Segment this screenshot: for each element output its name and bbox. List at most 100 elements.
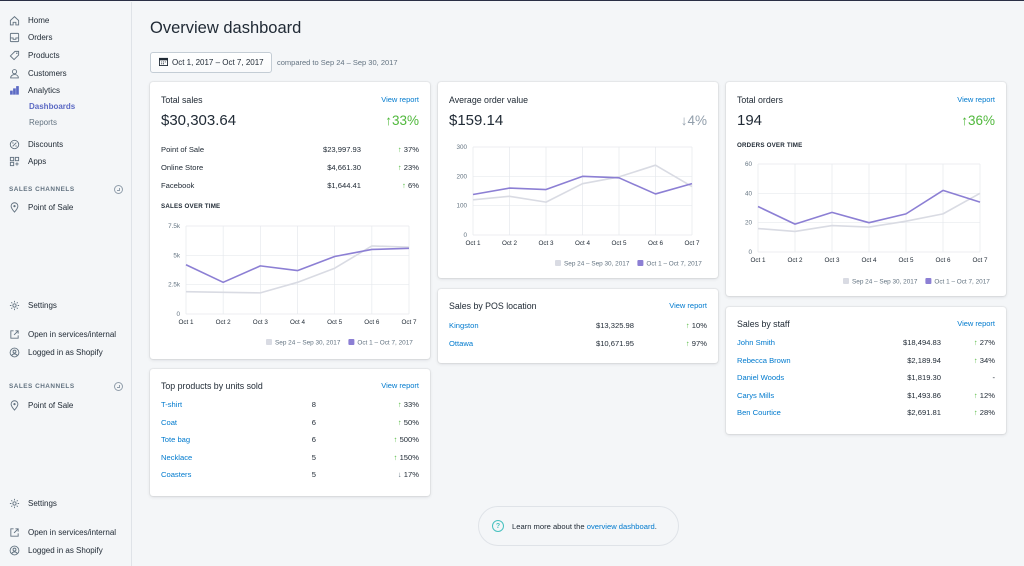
view-report-link[interactable]: View report: [957, 319, 995, 328]
table-row: Tote bag 6 ↑ 500%: [161, 435, 419, 445]
staff-link[interactable]: Ben Courtice: [737, 408, 781, 418]
y-tick-label: 300: [456, 144, 467, 151]
discount-icon: [9, 139, 20, 150]
arrow-up-icon: ↑: [397, 163, 402, 172]
staff-sales-value: $1,493.86: [907, 390, 941, 400]
nav-settings-2[interactable]: Settings: [9, 498, 57, 509]
staff-link[interactable]: Daniel Woods: [737, 373, 785, 383]
total-orders-card: Total orders View report 194 ↑36% ORDERS…: [726, 82, 1006, 296]
nav-analytics[interactable]: Analytics: [9, 85, 60, 96]
table-row: Daniel Woods $1,819.30-: [737, 373, 995, 383]
product-link[interactable]: Necklace: [161, 452, 193, 462]
nav-logged-in[interactable]: Logged in as Shopify: [9, 347, 103, 358]
total-sales-change: ↑33%: [385, 113, 419, 128]
y-tick-label: 0: [463, 232, 467, 239]
x-tick-label: Oct 1: [178, 319, 194, 326]
x-tick-label: Oct 2: [216, 319, 232, 326]
staff-link[interactable]: Carys Mills: [737, 390, 775, 400]
location-pin-icon: [9, 400, 20, 411]
nav-reports[interactable]: Reports: [29, 118, 58, 127]
x-tick-label: Oct 1: [750, 257, 766, 264]
x-tick-label: Oct 6: [935, 257, 951, 264]
table-row: Ottawa $10,671.95 ↑ 97%: [449, 339, 707, 348]
average-order-card: Average order value $159.14 ↓4% 0 100 200 3…: [438, 82, 718, 278]
arrow-up-icon: ↑: [397, 145, 402, 154]
x-tick-label: Oct 3: [253, 319, 269, 326]
nav-orders[interactable]: Orders: [9, 32, 52, 43]
legend-swatch: [843, 278, 849, 284]
card-title: Sales by staff: [737, 319, 790, 329]
y-tick-label: 0: [176, 311, 180, 318]
apps-icon: [9, 156, 20, 167]
table-row: Online Store $4,661.30 ↑ 23%: [161, 163, 419, 172]
card-title: Sales by POS location: [449, 301, 537, 311]
legend-label: Sep 24 – Sep 30, 2017: [564, 261, 630, 268]
view-report-link[interactable]: View report: [381, 95, 419, 104]
sales-channels-heading-2: SALES CHANNELS: [9, 382, 123, 391]
view-report-link[interactable]: View report: [669, 301, 707, 310]
x-tick-label: Oct 5: [611, 240, 627, 247]
nav-customers[interactable]: Customers: [9, 68, 67, 79]
arrow-up-icon: ↑: [393, 435, 398, 445]
legend-swatch: [555, 260, 561, 266]
legend-label: Sep 24 – Sep 30, 2017: [275, 340, 341, 347]
nav-products[interactable]: Products: [9, 50, 60, 61]
y-tick-label: 2.5k: [168, 282, 181, 289]
table-row: T-shirt 8 ↑ 33%: [161, 400, 419, 409]
overview-dashboard-link[interactable]: overview dashboard: [586, 521, 655, 531]
staff-link[interactable]: Rebecca Brown: [737, 355, 791, 365]
nav-dashboards[interactable]: Dashboards: [29, 102, 76, 111]
table-row: Coasters 5 ↓ 17%: [161, 470, 419, 480]
staff-link[interactable]: John Smith: [737, 338, 775, 347]
card-title: Total orders: [737, 95, 783, 105]
x-tick-label: Oct 7: [972, 257, 988, 264]
units-value: 5: [311, 470, 316, 480]
staff-sales-value: $2,189.94: [907, 355, 941, 365]
x-tick-label: Oct 4: [575, 240, 591, 247]
series-line-current: [472, 175, 693, 196]
table-row: Point of Sale $23,997.93 ↑ 37%: [161, 145, 419, 154]
nav-discounts[interactable]: Discounts: [9, 139, 63, 150]
arrow-up-icon: ↑: [385, 113, 392, 128]
x-tick-label: Oct 3: [538, 240, 554, 247]
nav-settings[interactable]: Settings: [9, 300, 57, 311]
product-link[interactable]: Tote bag: [161, 435, 191, 445]
legend-swatch: [266, 339, 272, 345]
analytics-icon: [9, 85, 20, 96]
nav-point-of-sale[interactable]: Point of Sale: [9, 202, 73, 213]
total-sales-value: $30,303.64: [161, 112, 237, 129]
product-link[interactable]: Coasters: [161, 470, 192, 480]
sales-channels-heading: SALES CHANNELS: [9, 185, 123, 194]
date-range-button[interactable]: Oct 1, 2017 – Oct 7, 2017: [150, 52, 272, 73]
nav-open-internal[interactable]: Open in services/internal: [9, 329, 116, 340]
arrow-up-icon: ↑: [397, 400, 402, 409]
nav-logged-in-2[interactable]: Logged in as Shopify: [9, 545, 103, 556]
average-order-value: $159.14: [449, 112, 504, 129]
x-tick-label: Oct 2: [502, 240, 518, 247]
nav-home[interactable]: Home: [9, 15, 49, 26]
nav-open-internal-2[interactable]: Open in services/internal: [9, 527, 116, 538]
view-report-link[interactable]: View report: [957, 95, 995, 104]
arrow-up-icon: ↑: [973, 355, 978, 365]
legend-label: Sep 24 – Sep 30, 2017: [852, 279, 918, 286]
table-row: Kingston $13,325.98 ↑ 10%: [449, 321, 707, 330]
product-link[interactable]: Coat: [161, 417, 178, 427]
add-channel-icon[interactable]: [114, 382, 123, 391]
arrow-up-icon: ↑: [973, 408, 978, 418]
series-line-previous: [472, 164, 693, 203]
legend-label: Oct 1 – Oct 7, 2017: [934, 279, 990, 286]
arrow-up-icon: ↑: [402, 181, 406, 190]
product-link[interactable]: T-shirt: [161, 400, 183, 409]
gear-icon: [9, 300, 20, 311]
x-tick-label: Oct 6: [364, 319, 380, 326]
y-tick-label: 0: [748, 249, 752, 256]
table-row: Necklace 5 ↑ 150%: [161, 452, 419, 462]
units-value: 6: [311, 417, 316, 427]
nav-point-of-sale-2[interactable]: Point of Sale: [9, 400, 73, 411]
nav-apps[interactable]: Apps: [9, 156, 46, 167]
help-icon: ?: [492, 520, 504, 532]
legend-label: Oct 1 – Oct 7, 2017: [646, 261, 702, 268]
view-report-link[interactable]: View report: [381, 381, 419, 390]
table-row: Rebecca Brown $2,189.94 ↑ 34%: [737, 355, 995, 365]
add-channel-icon[interactable]: [114, 185, 123, 194]
